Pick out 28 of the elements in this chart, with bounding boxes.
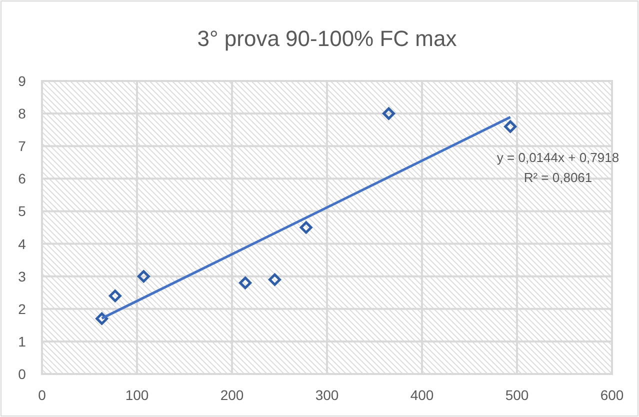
y-tick-label: 5 [18,203,26,220]
chart-title: 3° prova 90-100% FC max [197,26,457,51]
annotation: R² = 0,8061 [524,170,592,185]
y-tick-label: 3 [18,268,26,284]
y-tick-label: 0 [18,366,26,382]
annotation: y = 0,0144x + 0,7918 [496,150,620,165]
point [300,221,312,234]
point [108,290,122,302]
y-tick-label: 7 [18,138,26,154]
y-tick-label: 1 [18,333,26,350]
x-tick-label: 200 [220,387,244,403]
y-tick-label: 6 [18,170,26,187]
x-tick-label: 600 [600,387,624,403]
x-tick-label: 0 [38,387,46,403]
y-tick-label: 2 [18,300,26,317]
y-tick-label: 4 [18,236,26,252]
point [239,276,252,290]
y-tick-label: 8 [18,106,26,122]
x-tick-label: 500 [505,387,529,403]
point [137,270,150,283]
x-tick-label: 400 [410,387,434,403]
y-tick-label: 9 [18,73,26,89]
point [96,312,108,325]
point [268,273,281,286]
x-tick-label: 100 [125,387,149,403]
point [504,120,517,133]
x-tick-label: 300 [315,387,339,403]
point [382,107,395,120]
